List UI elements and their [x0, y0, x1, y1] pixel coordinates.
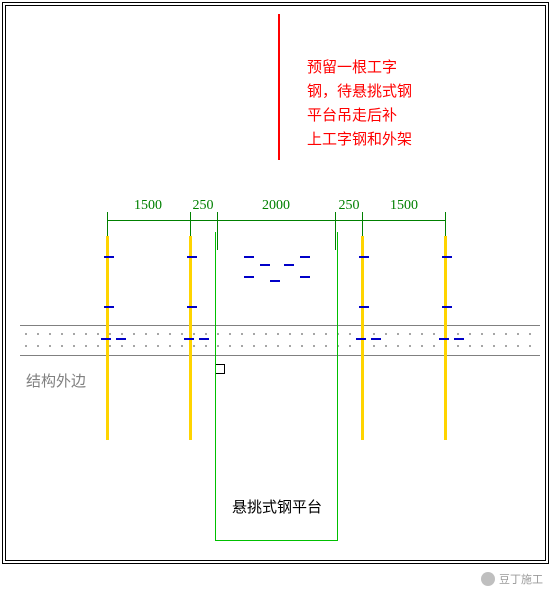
blue-mark	[199, 338, 209, 340]
dim-label: 250	[339, 198, 360, 214]
dim-label: 250	[193, 198, 214, 214]
blue-mark	[371, 338, 381, 340]
blue-mark	[116, 338, 126, 340]
red-divider-line	[278, 14, 280, 160]
blue-mark	[284, 264, 294, 266]
small-marker-box	[215, 364, 225, 374]
red-note-text: 预留一根工字钢，待悬挑式钢平台吊走后补上工字钢和外架	[307, 56, 412, 152]
blue-mark	[104, 256, 114, 258]
blue-mark	[300, 256, 310, 258]
blue-mark	[439, 338, 449, 340]
dim-label: 1500	[134, 198, 162, 214]
blue-mark	[442, 256, 452, 258]
wall-bottom-line	[20, 355, 540, 356]
dim-tick	[335, 212, 336, 250]
blue-mark	[270, 280, 280, 282]
note-line: 钢，待悬挑式钢	[307, 80, 412, 104]
blue-mark	[244, 256, 254, 258]
diagram-frame-inner	[5, 5, 546, 561]
platform-right	[337, 232, 338, 540]
dim-tick	[217, 212, 218, 250]
blue-mark	[442, 306, 452, 308]
blue-mark	[187, 306, 197, 308]
structure-edge-label: 结构外边	[26, 370, 86, 391]
blue-mark	[244, 276, 254, 278]
dim-label: 2000	[262, 198, 290, 214]
blue-mark	[184, 338, 194, 340]
blue-mark	[454, 338, 464, 340]
blue-mark	[260, 264, 270, 266]
blue-mark	[359, 256, 369, 258]
blue-mark	[187, 256, 197, 258]
note-line: 平台吊走后补	[307, 104, 412, 128]
platform-bottom	[215, 540, 338, 541]
note-line: 上工字钢和外架	[307, 128, 412, 152]
blue-mark	[104, 306, 114, 308]
note-line: 预留一根工字	[307, 56, 412, 80]
blue-mark	[300, 276, 310, 278]
blue-mark	[101, 338, 111, 340]
watermark: 豆丁施工	[481, 571, 543, 587]
dim-line	[107, 220, 445, 221]
wall-top-line	[20, 325, 540, 326]
watermark-text: 豆丁施工	[499, 571, 543, 587]
dim-label: 1500	[390, 198, 418, 214]
platform-label: 悬挑式钢平台	[232, 496, 322, 517]
platform-left	[215, 232, 216, 540]
blue-mark	[359, 306, 369, 308]
blue-mark	[356, 338, 366, 340]
watermark-icon	[481, 572, 495, 586]
wall-hatch	[20, 328, 540, 352]
